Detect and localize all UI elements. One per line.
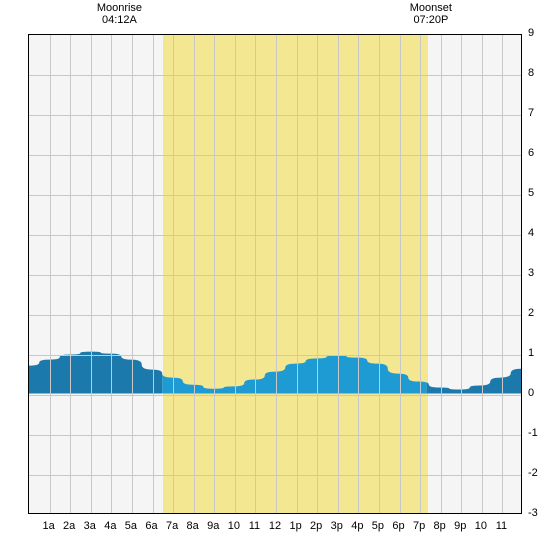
gridline-h — [29, 115, 521, 116]
x-tick-label: 6p — [392, 520, 404, 532]
gridline-v — [50, 35, 51, 513]
x-tick-label: 9a — [207, 520, 219, 532]
y-tick-label: 8 — [528, 67, 534, 79]
x-tick-label: 11 — [249, 520, 260, 532]
gridline-h — [29, 155, 521, 156]
y-tick-label: -3 — [528, 507, 538, 519]
x-tick-label: 5p — [372, 520, 384, 532]
moonrise-time: 04:12A — [84, 14, 154, 26]
gridline-v — [297, 35, 298, 513]
gridline-v — [91, 35, 92, 513]
x-tick-label: 2p — [310, 520, 322, 532]
gridline-v — [317, 35, 318, 513]
moonset-label: Moonset 07:20P — [396, 2, 466, 26]
x-tick-label: 8a — [187, 520, 199, 532]
y-tick-label: 4 — [528, 227, 534, 239]
gridline-v — [235, 35, 236, 513]
x-tick-label: 3a — [84, 520, 96, 532]
x-tick-label: 11 — [496, 520, 507, 532]
y-tick-label: 7 — [528, 107, 534, 119]
gridline-v — [502, 35, 503, 513]
y-tick-label: -2 — [528, 467, 538, 479]
x-tick-label: 9p — [454, 520, 466, 532]
plot-area — [28, 34, 522, 514]
gridline-h — [29, 75, 521, 76]
gridline-v — [173, 35, 174, 513]
tide-curve — [29, 35, 521, 513]
moonrise-label: Moonrise 04:12A — [84, 2, 154, 26]
x-tick-label: 8p — [434, 520, 446, 532]
gridline-v — [441, 35, 442, 513]
tide-chart: Moonrise 04:12A Moonset 07:20P 1a 2a 3a 4a 5… — [0, 0, 550, 550]
gridline-v — [132, 35, 133, 513]
x-tick-label: 6a — [145, 520, 157, 532]
gridline-h — [29, 275, 521, 276]
y-tick-label: 2 — [528, 307, 534, 319]
y-tick-label: 3 — [528, 267, 534, 279]
x-tick-label: 7a — [166, 520, 178, 532]
gridline-h — [29, 395, 521, 396]
x-tick-label: 1a — [42, 520, 54, 532]
gridline-v — [153, 35, 154, 513]
x-tick-label: 4p — [351, 520, 363, 532]
gridline-v — [255, 35, 256, 513]
y-tick-label: -1 — [528, 427, 538, 439]
gridline-v — [70, 35, 71, 513]
x-tick-label: 10 — [228, 520, 240, 532]
y-tick-label: 1 — [528, 347, 534, 359]
gridline-v — [276, 35, 277, 513]
x-tick-label: 7p — [413, 520, 425, 532]
x-tick-label: 1p — [289, 520, 301, 532]
x-tick-label: 2a — [63, 520, 75, 532]
gridline-h — [29, 195, 521, 196]
gridline-v — [482, 35, 483, 513]
gridline-h — [29, 435, 521, 436]
x-tick-label: 5a — [125, 520, 137, 532]
gridline-v — [214, 35, 215, 513]
y-tick-label: 6 — [528, 147, 534, 159]
gridline-h — [29, 475, 521, 476]
gridline-v — [461, 35, 462, 513]
moonset-time: 07:20P — [396, 14, 466, 26]
gridline-v — [111, 35, 112, 513]
gridline-v — [194, 35, 195, 513]
gridline-h — [29, 315, 521, 316]
x-tick-label: 10 — [475, 520, 487, 532]
gridline-v — [379, 35, 380, 513]
gridline-v — [358, 35, 359, 513]
x-tick-label: 4a — [104, 520, 116, 532]
x-tick-label: 3p — [331, 520, 343, 532]
gridline-v — [420, 35, 421, 513]
gridline-v — [338, 35, 339, 513]
gridline-h — [29, 235, 521, 236]
y-tick-label: 0 — [528, 387, 534, 399]
moonset-title: Moonset — [410, 2, 452, 14]
y-tick-label: 5 — [528, 187, 534, 199]
gridline-v — [400, 35, 401, 513]
x-tick-label: 12 — [269, 520, 281, 532]
gridline-h — [29, 355, 521, 356]
y-tick-label: 9 — [528, 27, 534, 39]
moonrise-title: Moonrise — [97, 2, 142, 14]
